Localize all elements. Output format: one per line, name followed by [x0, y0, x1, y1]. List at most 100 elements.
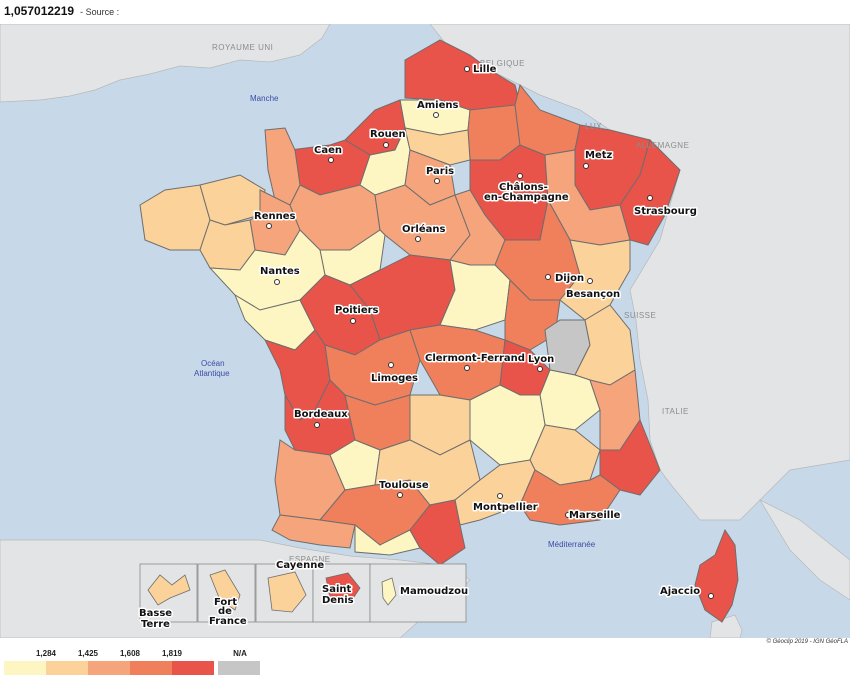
dot-ajaccio[interactable]: [708, 593, 714, 599]
legend-break-2: 1,425: [77, 649, 99, 658]
dot-limoges[interactable]: [388, 362, 394, 368]
legend-swatch-3[interactable]: [88, 661, 130, 675]
sardinia-land: [709, 614, 743, 638]
dot-nantes[interactable]: [274, 279, 280, 285]
dot-poitiers[interactable]: [350, 318, 356, 324]
dept-pyrenees-atlantiques[interactable]: [271, 514, 356, 549]
dot-paris[interactable]: [434, 178, 440, 184]
dot-toulouse[interactable]: [397, 492, 403, 498]
map-view[interactable]: ROYAUME UNI BELGIQUE LUX ALLEMAGNE SUISS…: [0, 24, 850, 638]
shape-mayotte[interactable]: [381, 577, 397, 606]
label-italy: ITALIE: [662, 407, 689, 416]
label-lyon: Lyon: [528, 354, 554, 365]
dot-rennes[interactable]: [266, 223, 272, 229]
shape-martinique[interactable]: [209, 569, 241, 611]
label-manche: Manche: [250, 94, 279, 103]
map-svg[interactable]: ROYAUME UNI BELGIQUE LUX ALLEMAGNE SUISS…: [0, 24, 850, 638]
dept-bouches-rhone[interactable]: [519, 469, 621, 526]
dot-bordeaux[interactable]: [314, 422, 320, 428]
label-belgium: BELGIQUE: [480, 59, 525, 68]
label-besancon: Besançon: [566, 289, 620, 300]
label-chalons-1: Châlons-: [499, 181, 548, 193]
label-uk: ROYAUME UNI: [212, 43, 273, 52]
copyright-notice: © Géoclip 2019 - IGN GéoFLA: [766, 639, 848, 645]
dot-chalons[interactable]: [517, 173, 523, 179]
shape-guadeloupe[interactable]: [147, 574, 191, 606]
label-nantes: Nantes: [260, 266, 300, 277]
dot-strasbourg[interactable]: [647, 195, 653, 201]
legend-swatch-na[interactable]: [218, 661, 260, 675]
legend-break-3: 1,608: [119, 649, 141, 658]
label-atlantic-1: Océan: [201, 359, 225, 368]
dept-pyrenees-orientales[interactable]: [409, 499, 466, 566]
label-montpellier: Montpellier: [473, 502, 538, 513]
label-saint-denis-2: Denis: [322, 595, 354, 606]
indicator-value-title: 1,057012219: [4, 4, 75, 18]
label-basse-terre-2: Terre: [141, 619, 170, 630]
dept-corsica[interactable]: [694, 528, 739, 623]
label-fdf-3: France: [209, 616, 247, 627]
label-strasbourg: Strasbourg: [634, 206, 697, 217]
france-departments[interactable]: [139, 39, 681, 566]
label-germany: ALLEMAGNE: [636, 141, 689, 150]
label-orleans: Orléans: [402, 223, 446, 235]
dot-besancon[interactable]: [587, 278, 593, 284]
legend-na-label: N/A: [233, 649, 247, 658]
shape-guyane[interactable]: [267, 571, 307, 613]
header: 1,057012219 - Source :: [4, 4, 119, 22]
legend-break-4: 1,819: [161, 649, 183, 658]
label-lux: LUX: [585, 122, 602, 131]
label-dijon: Dijon: [555, 273, 584, 284]
label-paris: Paris: [426, 166, 454, 177]
label-cayenne: Cayenne: [276, 560, 324, 571]
label-switzerland: SUISSE: [624, 311, 656, 320]
italy-land: [759, 499, 850, 601]
label-rouen: Rouen: [370, 129, 406, 140]
label-amiens: Amiens: [417, 100, 458, 111]
legend-swatch-2[interactable]: [46, 661, 88, 675]
dot-dijon[interactable]: [545, 274, 551, 280]
label-mediterranean: Méditerranée: [548, 540, 596, 549]
legend: 1,284 1,425 1,608 1,819 N/A: [4, 648, 264, 678]
label-rennes: Rennes: [254, 211, 296, 222]
dot-rouen[interactable]: [383, 142, 389, 148]
label-chalons-2: en-Champagne: [484, 192, 569, 203]
label-atlantic-2: Atlantique: [194, 369, 230, 378]
dot-orleans[interactable]: [415, 236, 421, 242]
source-label: - Source :: [80, 7, 120, 17]
dot-clermont[interactable]: [464, 365, 470, 371]
city-dots: [266, 66, 714, 599]
dot-caen[interactable]: [328, 157, 334, 163]
dot-lille[interactable]: [464, 66, 470, 72]
legend-swatch-4[interactable]: [130, 661, 172, 675]
overseas-shapes: [147, 569, 397, 613]
legend-swatch-5[interactable]: [172, 661, 214, 675]
shape-reunion[interactable]: [325, 572, 361, 601]
label-clermont: Clermont-Ferrand: [425, 353, 525, 364]
label-metz: Metz: [585, 150, 613, 161]
label-basse-terre-1: Basse: [139, 608, 172, 619]
label-fdf-2: de: [218, 606, 232, 617]
label-fdf-1: Fort: [214, 597, 237, 608]
dot-metz[interactable]: [583, 163, 589, 169]
dot-lyon[interactable]: [537, 366, 543, 372]
dept-alpes-maritimes[interactable]: [599, 418, 661, 496]
uk-land: [0, 24, 331, 103]
label-bordeaux: Bordeaux: [294, 409, 348, 420]
label-marseille: Marseille: [569, 510, 621, 521]
dot-montpellier[interactable]: [497, 493, 503, 499]
label-spain: ESPAGNE: [289, 555, 331, 564]
label-caen: Caen: [314, 145, 342, 156]
dot-amiens[interactable]: [433, 112, 439, 118]
label-saint-denis-1: Saint: [322, 584, 351, 595]
label-limoges: Limoges: [371, 373, 418, 384]
continent-east-land: [429, 24, 850, 521]
label-ajaccio: Ajaccio: [660, 586, 700, 597]
legend-break-1: 1,284: [35, 649, 57, 658]
label-poitiers: Poitiers: [335, 305, 379, 316]
legend-swatch-1[interactable]: [4, 661, 46, 675]
label-toulouse: Toulouse: [379, 480, 429, 491]
dot-marseille[interactable]: [565, 512, 571, 518]
label-lille: Lille: [473, 64, 497, 75]
label-mamoudzou: Mamoudzou: [400, 586, 468, 597]
